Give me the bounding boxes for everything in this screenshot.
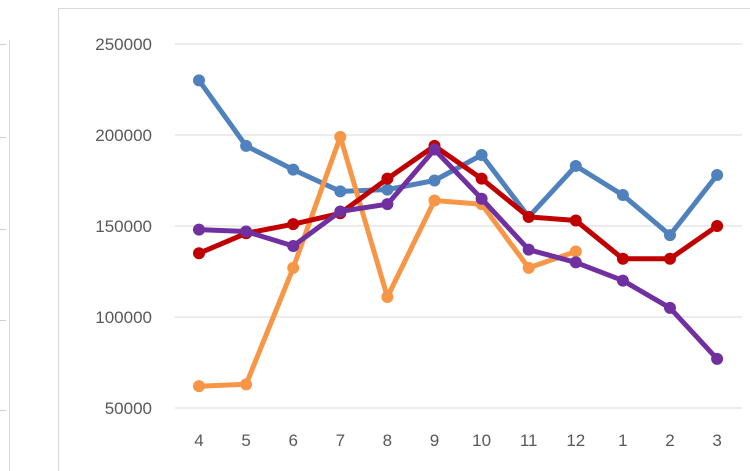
x-tick-label: 11 (520, 431, 538, 450)
x-tick-label: 7 (336, 431, 345, 450)
x-axis-ticks: 4 5 6 7 8 9 10 11 12 1 2 3 (194, 431, 722, 450)
data-point (287, 218, 300, 231)
data-point (428, 194, 441, 207)
data-point (287, 261, 300, 274)
data-point (616, 252, 629, 265)
data-point (475, 149, 488, 162)
data-point (616, 274, 629, 287)
data-point (522, 210, 535, 223)
x-tick-label: 5 (241, 431, 250, 450)
data-point (193, 223, 205, 236)
x-tick-label: 9 (430, 431, 439, 450)
data-point (381, 198, 394, 211)
data-point (711, 220, 724, 232)
y-axis-ticks: 50000 100000 150000 200000 250000 (95, 35, 152, 418)
data-point (287, 240, 300, 253)
data-point (664, 229, 676, 242)
data-point (240, 225, 253, 238)
data-point (664, 301, 676, 314)
data-point (381, 172, 394, 185)
series-3 (193, 143, 724, 365)
series-1 (193, 130, 582, 393)
data-point (334, 205, 347, 218)
adjacent-chart-edge (0, 0, 10, 471)
data-point (569, 159, 582, 172)
data-point (240, 378, 253, 391)
x-tick-label: 3 (712, 431, 721, 450)
data-point (240, 139, 253, 152)
y-tick-label: 250000 (95, 35, 152, 54)
data-point (522, 243, 535, 256)
data-point (428, 174, 441, 187)
data-point (475, 192, 488, 205)
data-point (664, 252, 676, 265)
x-tick-label: 8 (383, 431, 392, 450)
chart-area (58, 8, 750, 471)
y-tick-label: 50000 (105, 399, 152, 418)
data-point (193, 74, 205, 87)
series-group (193, 74, 724, 393)
data-point (428, 143, 441, 156)
series-line (196, 143, 720, 262)
data-point (381, 290, 394, 303)
x-tick-label: 4 (194, 431, 203, 450)
gridlines (175, 43, 742, 409)
data-point (334, 185, 347, 198)
data-point (475, 172, 488, 185)
x-tick-label: 12 (566, 431, 585, 450)
data-point (569, 256, 582, 269)
series-line (196, 147, 720, 362)
x-tick-label: 10 (472, 431, 491, 450)
data-point (616, 189, 629, 202)
y-tick-label: 150000 (95, 217, 152, 236)
y-tick-label: 200000 (95, 126, 152, 145)
data-point (569, 245, 582, 258)
data-point (334, 130, 347, 143)
data-point (711, 169, 724, 182)
data-point (569, 214, 582, 227)
series-0 (193, 74, 724, 242)
data-point (193, 247, 205, 260)
x-tick-label: 1 (618, 431, 627, 450)
data-point (287, 163, 300, 176)
y-tick-label: 100000 (95, 308, 152, 327)
data-point (381, 183, 394, 196)
x-tick-label: 6 (288, 431, 297, 450)
series-line (196, 77, 720, 238)
data-point (522, 261, 535, 274)
x-tick-label: 2 (665, 431, 674, 450)
data-point (193, 380, 205, 393)
data-point (711, 352, 724, 365)
